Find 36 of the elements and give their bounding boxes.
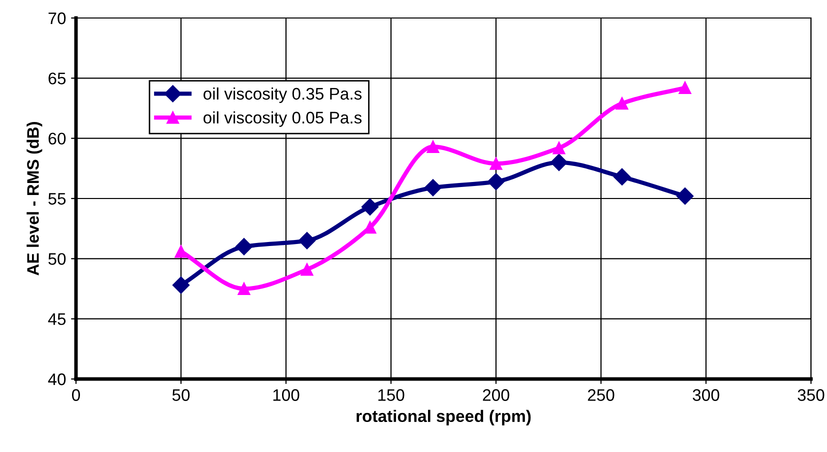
point — [490, 157, 502, 170]
point — [174, 245, 188, 258]
y-tick-label: 55 — [48, 193, 66, 205]
point — [552, 142, 566, 154]
y-tick-label: 60 — [48, 132, 66, 145]
point — [613, 168, 631, 186]
x-axis-title: rotational speed (rpm) — [356, 410, 531, 426]
y-tick-label: 70 — [48, 12, 66, 24]
x-tick-label: 250 — [588, 389, 614, 401]
point — [300, 263, 314, 276]
x-tick-label: 100 — [273, 389, 300, 401]
point — [235, 238, 253, 256]
y-tick-label: 45 — [48, 313, 66, 326]
point — [678, 82, 692, 94]
point — [676, 188, 694, 205]
x-tick-label: 50 — [172, 389, 190, 401]
point — [487, 173, 505, 190]
point — [298, 232, 316, 250]
x-tick-label: 350 — [798, 389, 824, 401]
x-tick-label: 150 — [378, 389, 404, 401]
y-tick-label: 40 — [48, 373, 66, 386]
legend-label: oil viscosity 0.35 Pa.s — [204, 87, 362, 103]
point — [426, 140, 440, 154]
y-axis-title: AE level - RMS (dB) — [26, 122, 42, 276]
y-tick-label: 65 — [48, 72, 66, 84]
point — [424, 179, 442, 196]
point — [616, 97, 628, 110]
x-tick-label: 300 — [692, 389, 720, 401]
legend-label: oil viscosity 0.05 Pa.s — [204, 111, 362, 127]
point — [238, 282, 250, 295]
point — [550, 154, 568, 171]
x-tick-label: 200 — [482, 389, 510, 401]
point — [361, 198, 379, 216]
x-tick-label: 0 — [72, 389, 80, 401]
point — [172, 276, 190, 294]
y-tick-label: 50 — [48, 253, 66, 265]
